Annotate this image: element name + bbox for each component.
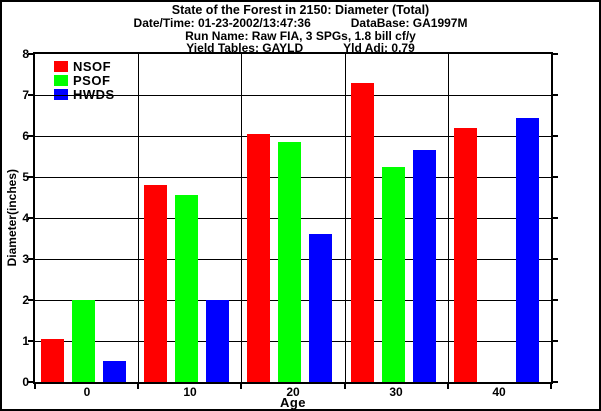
x-tick-label: 10 <box>183 385 197 399</box>
gridline-vertical <box>241 54 242 382</box>
x-tick-label: 30 <box>389 385 403 399</box>
run-name-text: Run Name: Raw FIA, 3 SPGs, 1.8 bill cf/y <box>185 28 416 43</box>
y-tick-mark-left <box>28 258 33 260</box>
bar-hwds-age-10 <box>206 300 229 382</box>
y-tick-label: 5 <box>22 170 29 184</box>
x-tick-mark <box>34 382 36 389</box>
legend-label: PSOF <box>73 72 111 88</box>
chart-header: State of the Forest in 2150: Diameter (T… <box>2 4 599 57</box>
legend-label: HWDS <box>73 86 115 102</box>
x-tick-label: 40 <box>492 385 506 399</box>
bar-hwds-age-0 <box>103 361 126 382</box>
y-tick-mark-left <box>28 381 33 383</box>
legend-swatch-psof <box>54 74 68 86</box>
x-tick-mark <box>240 382 242 389</box>
y-tick-mark-right <box>553 176 558 178</box>
y-tick-mark-left <box>28 94 33 96</box>
bar-nsof-age-0 <box>41 339 64 382</box>
bar-nsof-age-20 <box>247 134 270 382</box>
y-tick-mark-right <box>553 94 558 96</box>
y-tick-mark-right <box>553 217 558 219</box>
x-tick-mark <box>550 382 552 389</box>
x-tick-mark <box>447 382 449 389</box>
legend-swatch-hwds <box>54 88 68 100</box>
gridline-vertical <box>448 54 449 382</box>
y-tick-mark-left <box>28 340 33 342</box>
gridline-vertical <box>345 54 346 382</box>
y-tick-mark-right <box>553 381 558 383</box>
x-tick-label: 20 <box>286 385 300 399</box>
gridline-vertical <box>138 54 139 382</box>
bar-hwds-age-20 <box>309 234 332 382</box>
yield-adj-text: Yld Adj: 0.79 <box>343 41 415 55</box>
x-axis-title: Age <box>279 395 307 410</box>
datetime-text: Date/Time: 01-23-2002/13:47:36 <box>133 16 311 30</box>
y-tick-mark-right <box>553 258 558 260</box>
legend-item-psof: PSOF <box>54 73 115 87</box>
y-tick-mark-right <box>553 299 558 301</box>
yield-tables-text: Yield Tables: GAYLD <box>186 41 304 55</box>
bar-nsof-age-40 <box>454 128 477 382</box>
x-tick-label: 0 <box>83 385 91 399</box>
x-tick-mark <box>344 382 346 389</box>
x-tick-mark <box>137 382 139 389</box>
legend: NSOF PSOF HWDS <box>54 59 115 101</box>
y-tick-mark-right <box>553 340 558 342</box>
bar-nsof-age-10 <box>144 185 167 382</box>
legend-label: NSOF <box>73 58 112 74</box>
bar-hwds-age-40 <box>516 118 539 382</box>
y-tick-label: 7 <box>22 88 29 102</box>
gridline-horizontal <box>35 136 551 137</box>
legend-item-hwds: HWDS <box>54 87 115 101</box>
bar-psof-age-30 <box>382 167 405 382</box>
bar-psof-age-20 <box>278 142 301 382</box>
y-tick-label: 4 <box>22 211 29 225</box>
database-text: DataBase: GA1997M <box>350 16 468 30</box>
y-tick-mark-right <box>553 53 558 55</box>
bar-hwds-age-30 <box>413 150 436 382</box>
legend-swatch-nsof <box>54 60 68 72</box>
y-tick-label: 2 <box>22 293 29 307</box>
y-tick-mark-left <box>28 135 33 137</box>
header-line-datetime: Date/Time: 01-23-2002/13:47:36 DataBase: … <box>2 17 599 30</box>
y-tick-label: 1 <box>22 334 29 348</box>
y-tick-mark-left <box>28 53 33 55</box>
chart-title: State of the Forest in 2150: Diameter (T… <box>171 3 430 17</box>
y-tick-mark-left <box>28 299 33 301</box>
bar-nsof-age-30 <box>351 83 374 382</box>
y-tick-label: 8 <box>22 47 29 61</box>
legend-item-nsof: NSOF <box>54 59 115 73</box>
y-tick-mark-right <box>553 135 558 137</box>
y-tick-mark-left <box>28 176 33 178</box>
y-tick-label: 6 <box>22 129 29 143</box>
y-tick-mark-left <box>28 217 33 219</box>
plot-area: NSOF PSOF HWDS <box>33 52 553 384</box>
bar-psof-age-0 <box>72 300 95 382</box>
bar-psof-age-10 <box>175 195 198 382</box>
y-tick-label: 3 <box>22 252 29 266</box>
y-tick-label: 0 <box>22 375 29 389</box>
gridline-horizontal <box>35 95 551 96</box>
